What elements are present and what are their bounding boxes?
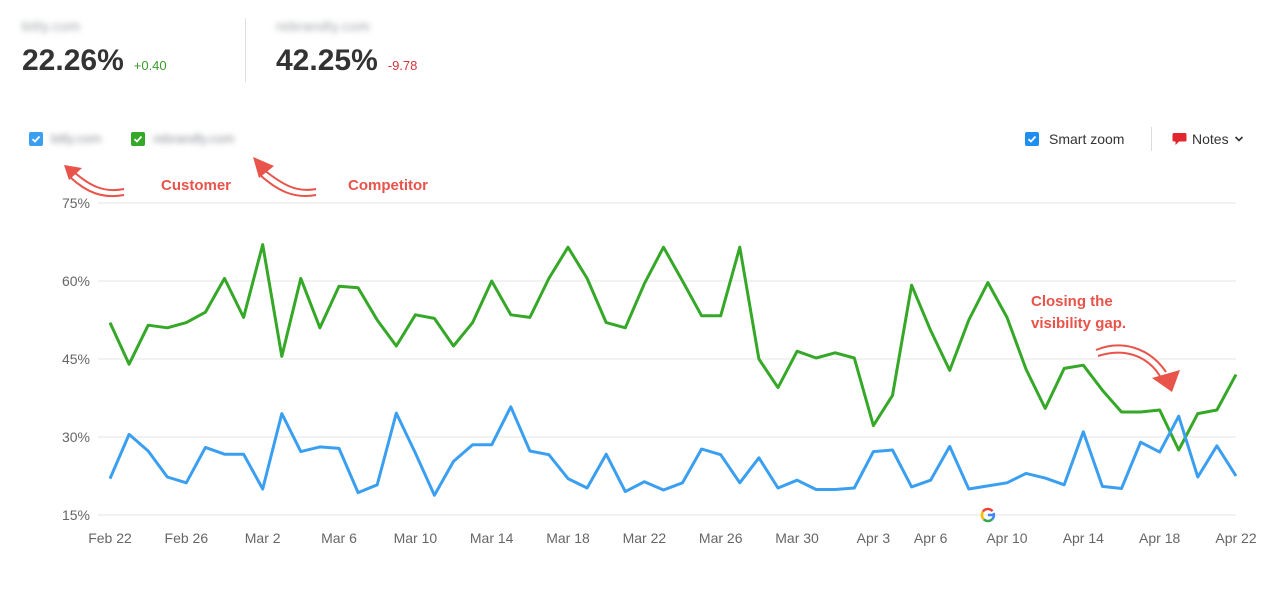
annotation-closing-line1: Closing the <box>1031 293 1113 310</box>
annotation-customer: Customer <box>161 177 232 194</box>
google-g-icon-segment <box>981 507 994 513</box>
legend-label: bitly.com <box>51 131 102 146</box>
series-lines <box>108 243 1238 497</box>
annotation-closing-gap: Closing the visibility gap. <box>1031 291 1126 335</box>
x-tick-label: Apr 10 <box>986 530 1027 546</box>
x-tick-label: Mar 18 <box>546 530 590 546</box>
x-tick-label: Mar 14 <box>470 530 514 546</box>
metric-customer: bitly.com 22.26% +0.40 <box>22 18 167 78</box>
notes-label: Notes <box>1192 131 1229 147</box>
google-g-icon-segment <box>991 512 996 521</box>
check-icon <box>133 135 143 143</box>
metric-delta: -9.78 <box>387 58 418 73</box>
google-g-icon-segment <box>982 518 994 523</box>
legend-label: rebrandly.com <box>153 131 235 146</box>
smart-zoom-toggle[interactable]: Smart zoom <box>1025 131 1124 147</box>
x-tick-label: Mar 30 <box>775 530 819 546</box>
notes-dropdown[interactable]: Notes <box>1172 131 1244 147</box>
y-tick-label: 60% <box>62 273 90 289</box>
x-tick-label: Apr 22 <box>1215 530 1256 546</box>
y-tick-label: 45% <box>62 351 90 367</box>
metric-domain: bitly.com <box>22 18 81 34</box>
x-tick-label: Mar 2 <box>245 530 281 546</box>
y-tick-label: 75% <box>62 195 90 211</box>
closing-gap-arrow <box>1095 344 1180 392</box>
metric-value: 42.25% <box>276 44 378 77</box>
annotation-competitor: Competitor <box>348 177 428 194</box>
checkbox-smart-zoom[interactable] <box>1025 132 1039 146</box>
x-tick-label: Mar 10 <box>394 530 438 546</box>
toolbar-divider <box>1151 127 1152 151</box>
metric-delta: +0.40 <box>133 58 167 73</box>
google-update-marker[interactable] <box>980 507 996 523</box>
x-tick-label: Mar 6 <box>321 530 357 546</box>
metric-domain: rebrandly.com <box>276 18 371 34</box>
x-tick-label: Apr 3 <box>857 530 891 546</box>
y-tick-label: 30% <box>62 429 90 445</box>
x-tick-label: Mar 22 <box>623 530 667 546</box>
metric-divider <box>245 18 246 82</box>
annotation-closing-line2: visibility gap. <box>1031 315 1127 332</box>
competitor-arrow <box>253 157 317 197</box>
series-line-customer[interactable] <box>108 405 1238 497</box>
metric-value: 22.26% <box>22 44 124 77</box>
x-tick-label: Apr 6 <box>914 530 948 546</box>
checkbox-customer[interactable] <box>29 131 43 146</box>
smart-zoom-label: Smart zoom <box>1049 131 1125 147</box>
grid-lines <box>98 202 1236 516</box>
speech-bubble-icon <box>1172 133 1187 145</box>
check-icon <box>31 135 41 143</box>
y-axis-ticks: 15% 30% 45% 60% 75% <box>62 195 90 523</box>
x-tick-label: Apr 18 <box>1139 530 1180 546</box>
legend-item-competitor[interactable]: rebrandly.com <box>131 131 234 146</box>
x-tick-label: Feb 22 <box>88 530 132 546</box>
metric-competitor: rebrandly.com 42.25% -9.78 <box>276 18 417 78</box>
chevron-down-icon <box>1234 136 1243 142</box>
customer-arrow <box>64 165 125 197</box>
google-g-icon-segment <box>980 510 985 521</box>
x-tick-label: Mar 26 <box>699 530 743 546</box>
series-line-competitor[interactable] <box>108 243 1238 452</box>
y-tick-label: 15% <box>62 507 90 523</box>
legend-item-customer[interactable]: bitly.com <box>29 131 101 146</box>
check-icon <box>1027 135 1037 143</box>
x-tick-label: Apr 14 <box>1063 530 1104 546</box>
x-axis-ticks: Feb 22 Feb 26 Mar 2 Mar 6 Mar 10 Mar 14 Mar 18… <box>88 530 1257 546</box>
x-tick-label: Feb 26 <box>165 530 209 546</box>
checkbox-competitor[interactable] <box>131 131 145 146</box>
